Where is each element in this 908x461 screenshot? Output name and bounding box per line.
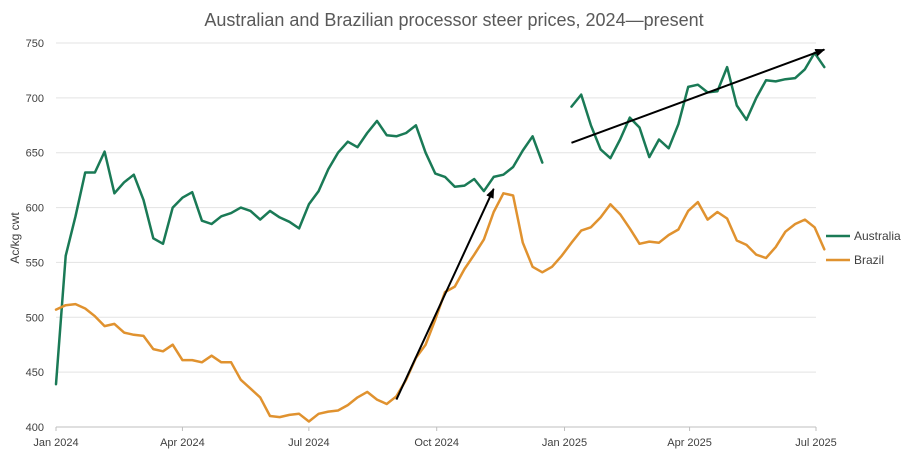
y-axis-label: Ac/kg cwt xyxy=(8,212,22,264)
y-tick-label: 600 xyxy=(26,203,44,215)
trend-arrow xyxy=(571,48,826,144)
series-brazil xyxy=(54,192,826,423)
legend: Australia Brazil xyxy=(826,229,901,267)
series-line-australia xyxy=(570,51,826,160)
y-tick-label: 650 xyxy=(26,148,44,160)
y-axis-ticks: 400 450 500 550 600 650 700 750 xyxy=(26,38,44,434)
x-tick-label: Apr 2025 xyxy=(667,437,712,449)
x-tick-label: Apr 2024 xyxy=(160,437,205,449)
annotation-arrows xyxy=(395,48,826,400)
y-tick-label: 550 xyxy=(26,257,44,269)
chart-title: Australian and Brazilian processor steer… xyxy=(204,10,703,30)
series-australia xyxy=(54,51,826,386)
trend-arrow xyxy=(395,188,495,400)
y-tick-label: 500 xyxy=(26,312,44,324)
legend-label-australia: Australia xyxy=(854,229,901,243)
x-axis-ticks: Jan 2024 Apr 2024 Jul 2024 Oct 2024 Jan 2025… xyxy=(33,427,837,449)
y-tick-label: 400 xyxy=(26,422,44,434)
series-line-brazil xyxy=(54,192,826,423)
x-tick-label: Oct 2024 xyxy=(414,437,459,449)
series-line-australia xyxy=(54,119,544,386)
series-group xyxy=(54,51,826,423)
x-tick-label: Jul 2025 xyxy=(795,437,837,449)
x-tick-label: Jan 2024 xyxy=(33,437,78,449)
y-tick-label: 700 xyxy=(26,93,44,105)
x-tick-label: Jul 2024 xyxy=(288,437,330,449)
grid-lines xyxy=(56,42,816,373)
y-tick-label: 750 xyxy=(26,38,44,50)
legend-label-brazil: Brazil xyxy=(854,253,884,267)
y-tick-label: 450 xyxy=(26,367,44,379)
x-tick-label: Jan 2025 xyxy=(542,437,587,449)
